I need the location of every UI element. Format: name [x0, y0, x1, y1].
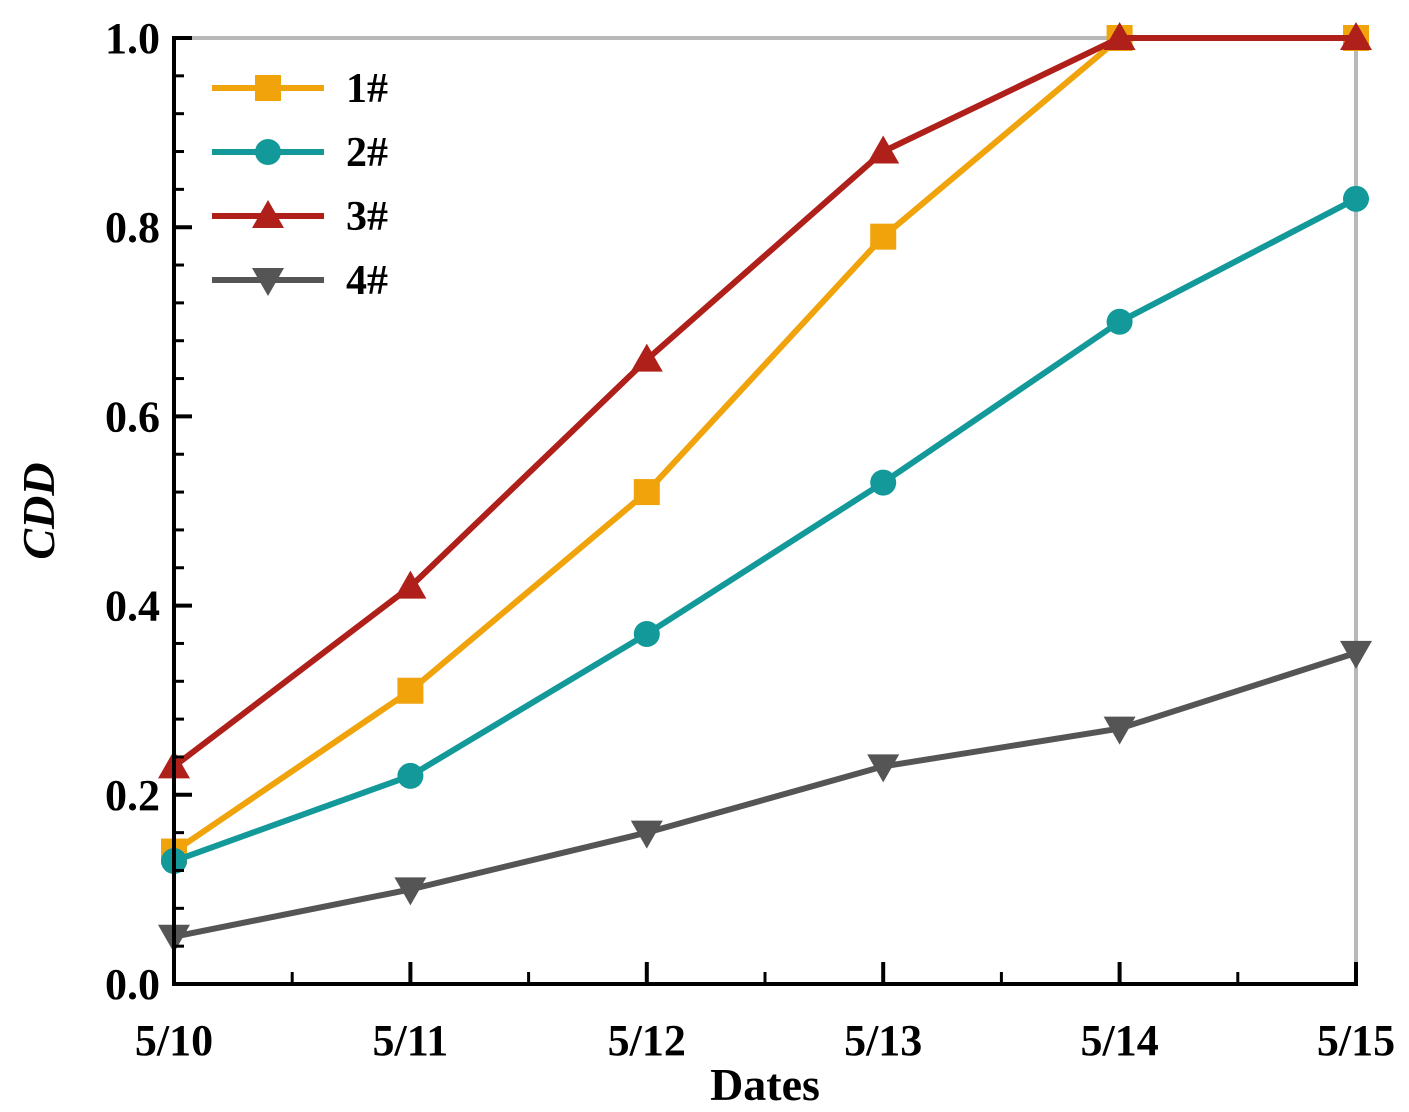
- y-tick-label: 0.0: [105, 960, 160, 1009]
- y-tick-label: 0.8: [105, 203, 160, 252]
- legend-marker: [255, 75, 281, 101]
- data-point: [1103, 716, 1136, 745]
- data-point: [397, 762, 424, 789]
- data-point: [1103, 22, 1136, 50]
- x-tick-label: 5/12: [608, 1016, 686, 1065]
- data-point: [397, 677, 424, 704]
- data-point: [1343, 185, 1369, 212]
- series-2: [161, 185, 1369, 875]
- x-tick-label: 5/14: [1080, 1016, 1158, 1065]
- legend-marker: [252, 200, 284, 228]
- data-point: [870, 223, 897, 250]
- series-layer: [158, 22, 1372, 953]
- data-point: [633, 479, 660, 506]
- x-tick-label: 5/15: [1317, 1016, 1395, 1065]
- legend: 1# 2# 3# 4#: [212, 66, 388, 304]
- legend-label: 1#: [346, 66, 388, 112]
- series-line-3: [172, 35, 1356, 769]
- data-point: [394, 570, 427, 599]
- y-tick-label: 1.0: [105, 14, 160, 63]
- legend-item: 4#: [212, 258, 388, 304]
- data-point: [633, 620, 660, 647]
- legend-label: 3#: [346, 194, 388, 240]
- data-point: [1340, 22, 1372, 50]
- legend-item: 1#: [212, 66, 388, 112]
- plot-frame: [172, 36, 1358, 986]
- x-tick-label: 5/13: [844, 1016, 922, 1065]
- data-point: [867, 135, 900, 164]
- y-axis-title: CDD: [13, 462, 64, 559]
- legend-item: 2#: [212, 130, 388, 176]
- legend-item: 3#: [212, 194, 388, 240]
- x-tick-label: 5/11: [373, 1016, 449, 1065]
- data-point: [630, 343, 663, 372]
- series-3: [158, 22, 1372, 779]
- axes-layer: 0.0 0.2 0.4 0.6 0.8 1.0 5/10 5/11 5/12 5/13 5/14 5/…: [105, 14, 1395, 1065]
- x-tick-label: 5/10: [135, 1016, 213, 1065]
- y-tick-label: 0.4: [105, 582, 160, 631]
- series-line-4: [173, 650, 1357, 940]
- x-axis-title: Dates: [710, 1059, 820, 1110]
- data-point: [870, 469, 897, 496]
- data-point: [394, 877, 427, 906]
- y-tick-label: 0.2: [105, 771, 160, 820]
- legend-label: 2#: [346, 130, 388, 176]
- series-line-2: [172, 196, 1358, 864]
- legend-marker: [252, 268, 284, 296]
- legend-marker: [255, 139, 281, 165]
- series-4: [158, 640, 1372, 953]
- y-tick-label: 0.6: [105, 392, 160, 441]
- data-point: [867, 754, 900, 783]
- data-point: [1106, 308, 1133, 335]
- legend-label: 4#: [346, 258, 388, 304]
- series-1: [161, 25, 1369, 865]
- data-point: [1340, 640, 1372, 669]
- data-point: [630, 820, 663, 849]
